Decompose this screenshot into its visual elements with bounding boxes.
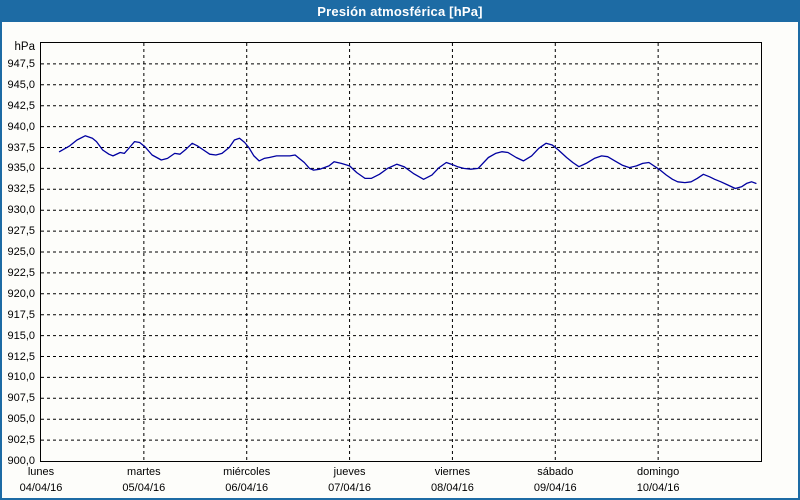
y-tick-label: 910,0 [7,371,35,384]
day-name: sábado [537,466,574,478]
day-date: 09/04/16 [533,482,577,494]
x-day-label: martes 05/04/16 [89,466,199,495]
y-tick-label: 932,5 [7,183,35,196]
day-date: 07/04/16 [328,482,371,494]
y-tick-label: 905,0 [7,413,35,426]
y-tick-label: 915,0 [7,329,35,342]
y-axis-unit-label: hPa [14,41,35,53]
day-name: lunes [27,466,55,478]
y-tick-label: 930,0 [7,204,35,217]
y-tick-label: 920,0 [7,287,35,300]
x-day-label: sábado 09/04/16 [500,466,610,495]
window-titlebar[interactable]: Presión atmosférica [hPa] [2,2,798,22]
y-tick-label: 912,5 [7,350,35,363]
day-date: 10/04/16 [636,482,680,494]
x-day-label: miércoles 06/04/16 [192,466,302,495]
pressure-line [58,135,757,190]
y-tick-label: 940,0 [7,120,35,133]
y-tick-label: 902,5 [7,434,35,447]
y-tick-label: 927,5 [7,225,35,238]
day-name: domingo [637,466,680,478]
window-title: Presión atmosférica [hPa] [317,4,483,19]
y-tick-label: 947,5 [7,57,35,70]
day-name: viernes [434,466,471,478]
plot-area [40,42,762,462]
y-tick-label: 937,5 [7,141,35,154]
day-date: 04/04/16 [19,482,63,494]
grid-lines [41,43,761,461]
y-tick-label: 907,5 [7,392,35,405]
day-date: 05/04/16 [122,482,166,494]
day-name: martes [127,466,161,478]
plot-svg [41,43,761,461]
x-day-label: lunes 04/04/16 [2,466,96,495]
y-tick-label: 917,5 [7,308,35,321]
y-tick-label: 925,0 [7,246,35,258]
x-day-label: viernes 08/04/16 [397,466,507,495]
day-name: miércoles [223,466,271,478]
x-day-label: domingo 10/04/16 [603,466,713,495]
y-tick-label: 935,0 [7,162,35,175]
day-name: jueves [333,466,366,478]
y-tick-label: 922,5 [7,266,35,279]
y-tick-label: 942,5 [7,99,35,112]
y-tick-label: 900,0 [7,455,35,467]
y-tick-label: 945,0 [7,78,35,91]
x-day-label: jueves 07/04/16 [295,466,405,495]
day-date: 06/04/16 [225,482,269,494]
day-date: 08/04/16 [431,482,474,494]
